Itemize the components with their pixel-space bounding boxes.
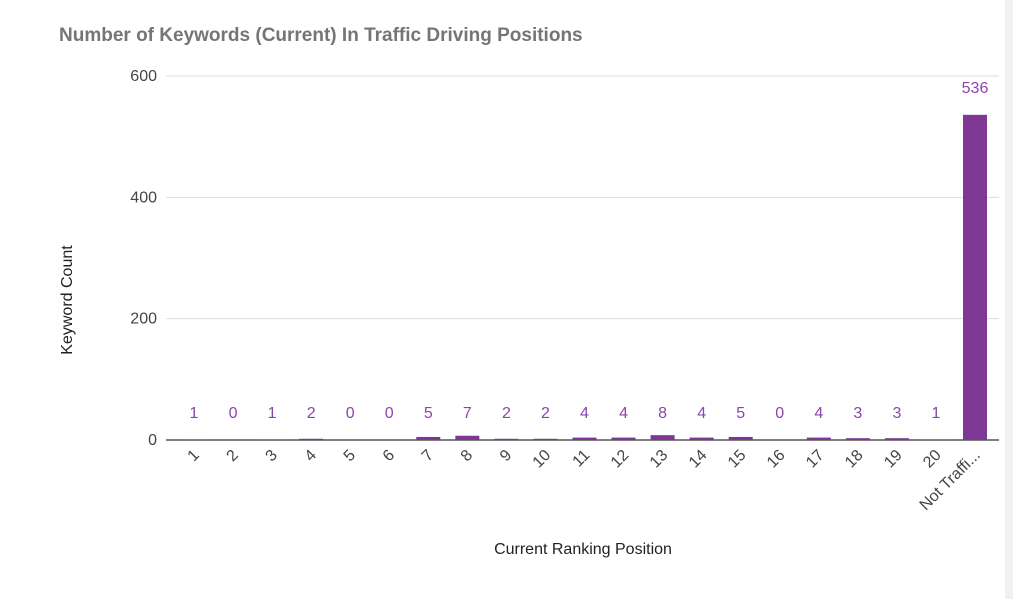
- data-label: 4: [580, 405, 589, 422]
- x-tick-label: 1: [185, 447, 203, 465]
- bar[interactable]: [494, 438, 519, 440]
- x-tick-label: 13: [647, 447, 672, 472]
- bars: [182, 114, 987, 441]
- data-label: 4: [619, 405, 628, 422]
- bar[interactable]: [806, 437, 831, 440]
- x-tick-label: 5: [341, 447, 359, 465]
- data-label: 0: [229, 405, 238, 422]
- data-label: 3: [892, 405, 901, 422]
- data-label: 4: [814, 405, 823, 422]
- scrollbar-edge: [1005, 0, 1013, 599]
- y-tick-label: 200: [130, 311, 157, 328]
- bar[interactable]: [728, 436, 753, 440]
- bar[interactable]: [182, 439, 206, 440]
- x-tick-label: 4: [302, 447, 320, 465]
- data-label: 1: [190, 405, 199, 422]
- bar[interactable]: [923, 439, 948, 440]
- bar[interactable]: [416, 436, 441, 440]
- bar[interactable]: [299, 438, 324, 440]
- data-label: 2: [541, 405, 550, 422]
- x-tick-label: 17: [803, 447, 828, 472]
- data-label: 0: [346, 405, 355, 422]
- data-label: 2: [502, 405, 511, 422]
- x-tick-label: 19: [881, 447, 906, 472]
- gridlines: [166, 75, 999, 441]
- x-tick-label: 3: [263, 447, 281, 465]
- x-tick-label: 2: [224, 447, 242, 465]
- data-label: 7: [463, 405, 472, 422]
- bar[interactable]: [455, 435, 480, 440]
- x-tick-label: 18: [842, 447, 867, 472]
- data-label: 4: [697, 405, 706, 422]
- bar[interactable]: [963, 114, 987, 441]
- data-label: 536: [962, 80, 989, 97]
- x-tick-label: 15: [725, 447, 750, 472]
- x-tick-label: 11: [570, 447, 594, 471]
- y-axis-ticks: 0 200 400 600: [130, 68, 157, 449]
- bar[interactable]: [572, 437, 597, 440]
- y-axis-title: Keyword Count: [59, 245, 76, 355]
- x-tick-label: 9: [497, 447, 515, 465]
- x-tick-label: 16: [764, 447, 789, 472]
- x-tick-label: 12: [608, 447, 633, 472]
- data-labels: 1 0 1 2 0 0 5 7 2 2 4 4 8 4 5 0 4 3 3 1 536: [190, 80, 989, 422]
- data-label: 5: [424, 405, 433, 422]
- chart-title: Number of Keywords (Current) In Traffic …: [59, 25, 583, 46]
- data-label: 8: [658, 405, 667, 422]
- data-label: 3: [853, 405, 862, 422]
- data-label: 1: [931, 405, 940, 422]
- bar[interactable]: [650, 435, 675, 440]
- x-tick-label: 10: [530, 447, 555, 472]
- bar[interactable]: [533, 438, 558, 440]
- bar[interactable]: [260, 439, 285, 440]
- data-label: 0: [385, 405, 394, 422]
- y-tick-label: 600: [130, 68, 157, 85]
- data-label: 0: [775, 405, 784, 422]
- x-tick-label: 20: [920, 447, 945, 472]
- data-label: 5: [736, 405, 745, 422]
- bar[interactable]: [884, 438, 909, 440]
- x-tick-label: 8: [458, 447, 476, 465]
- x-axis-title: Current Ranking Position: [494, 541, 672, 558]
- x-tick-label: 6: [380, 447, 398, 465]
- y-tick-label: 400: [130, 189, 157, 206]
- bar[interactable]: [689, 437, 714, 440]
- y-tick-label: 0: [148, 432, 157, 449]
- bar[interactable]: [611, 437, 636, 440]
- x-tick-label: 14: [686, 447, 711, 472]
- data-label: 1: [268, 405, 277, 422]
- bar[interactable]: [845, 438, 870, 440]
- data-label: 2: [307, 405, 316, 422]
- x-tick-label: 7: [419, 447, 437, 465]
